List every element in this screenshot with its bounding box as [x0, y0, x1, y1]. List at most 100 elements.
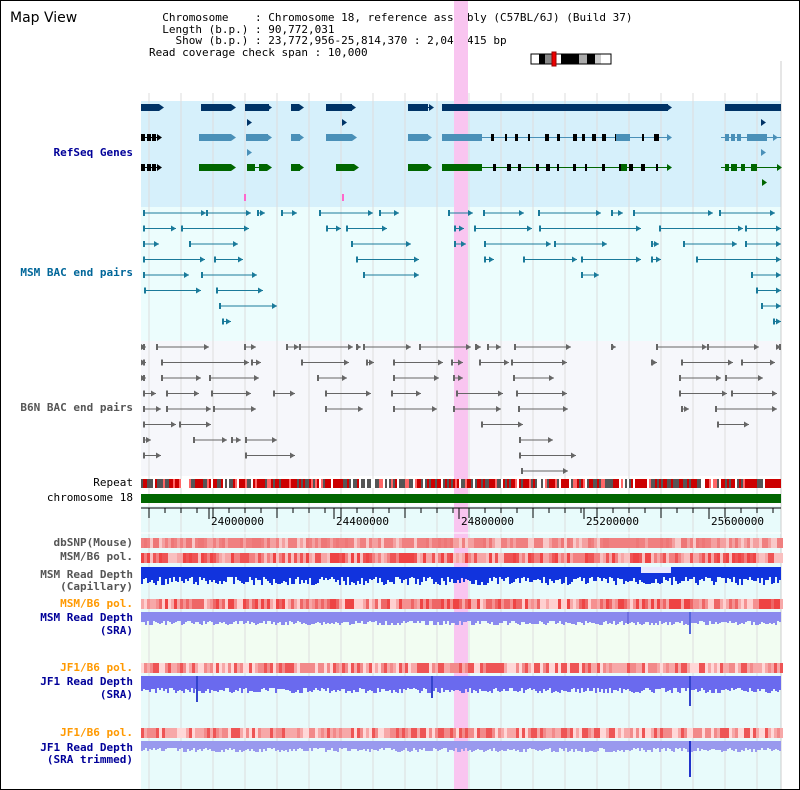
msm-b6-pol-label-1[interactable]: MSM/B6 pol.	[60, 550, 133, 563]
msm-sra-depth-bar	[439, 612, 441, 625]
dbsnp-cell	[462, 538, 465, 548]
jf1-read-depth-trimmed-label-1[interactable]: JF1 Read Depth	[40, 741, 133, 754]
repeat-segment	[505, 479, 507, 488]
jf1-sra-depth-bar	[695, 676, 697, 689]
jf1-trimmed-depth-bar	[489, 741, 491, 749]
msm-capillary-depth-bar	[231, 567, 233, 577]
msm-capillary-depth-bar	[315, 567, 317, 584]
repeat-segment	[233, 479, 235, 488]
msm-read-depth-sra-label-2[interactable]: (SRA)	[99, 624, 133, 637]
jf1-trimmed-depth-bar	[189, 741, 191, 751]
msm-bac-end-pairs-label[interactable]: MSM BAC end pairs	[20, 266, 133, 279]
msm-bac-end	[618, 210, 623, 216]
dbsnp-mouse-label[interactable]: dbSNP(Mouse)	[53, 536, 133, 549]
jf1-sra-depth-bar	[313, 676, 315, 690]
msm-read-depth-capillary-label-1[interactable]: MSM Read Depth	[40, 568, 133, 581]
dbsnp-cell	[393, 538, 396, 548]
msm-bac-end	[776, 287, 781, 294]
dbsnp-cell	[414, 538, 417, 548]
jf1-sra-depth-bar	[491, 676, 493, 693]
jf1-read-depth-sra-label-2[interactable]: (SRA)	[99, 688, 133, 701]
b6n-bac-end-pairs-label[interactable]: B6N BAC end pairs	[20, 401, 133, 414]
dbsnp-cell	[144, 538, 147, 548]
msm-b6-pol-cell	[627, 553, 630, 563]
axis-tick-label: 24000000	[211, 515, 264, 528]
b6n-bac-end	[496, 344, 501, 350]
jf1-b6-pol-label-1[interactable]: JF1/B6 pol.	[60, 661, 133, 674]
b6n-bac-end	[222, 437, 227, 443]
jf1-b6-pol-cell	[687, 728, 690, 738]
msm-b6-pol-cell	[462, 599, 465, 609]
dbsnp-cell	[381, 538, 384, 548]
jf1-b6-pol-label-2[interactable]: JF1/B6 pol.	[60, 726, 133, 739]
msm-b6-pol-cell	[702, 553, 705, 563]
msm-bac-end	[489, 256, 494, 263]
msm-capillary-depth-bar	[297, 567, 299, 577]
dbsnp-cell	[294, 538, 297, 548]
msm-sra-depth-bar	[631, 612, 633, 622]
jf1-b6-pol-cell	[672, 728, 675, 738]
jf1-sra-depth-bar	[611, 676, 613, 693]
jf1-sra-depth-bar	[631, 676, 633, 692]
msm-capillary-depth-bar	[287, 567, 289, 585]
jf1-sra-depth-bar	[397, 676, 399, 693]
repeat-segment	[601, 479, 603, 488]
jf1-b6-pol-cell	[348, 663, 351, 673]
jf1-trimmed-depth-bar	[729, 741, 731, 748]
jf1-b6-pol-cell	[555, 663, 558, 673]
jf1-b6-pol-cell	[318, 728, 321, 738]
msm-capillary-depth-bar	[777, 567, 779, 583]
msm-b6-pol-label-2[interactable]: MSM/B6 pol.	[60, 597, 133, 610]
jf1-trimmed-depth-bar	[317, 741, 319, 749]
repeat-segment	[723, 479, 725, 488]
jf1-b6-pol-cell	[699, 728, 702, 738]
msm-sra-depth-bar	[735, 612, 737, 622]
jf1-read-depth-trimmed-label-2[interactable]: (SRA trimmed)	[46, 753, 133, 766]
repeat-segment	[643, 479, 645, 488]
jf1-trimmed-depth-bar	[273, 741, 275, 748]
msm-sra-depth-bar	[167, 612, 169, 621]
dbsnp-cell	[768, 538, 771, 548]
msm-b6-pol-cell	[396, 599, 399, 609]
jf1-sra-depth-bar	[331, 676, 333, 691]
msm-b6-pol-cell	[726, 599, 729, 609]
msm-b6-pol-cell	[714, 553, 717, 563]
msm-b6-pol-cell	[471, 599, 474, 609]
msm-sra-depth-bar	[253, 612, 255, 623]
jf1-trimmed-depth-bar	[369, 741, 371, 752]
repeat-segment	[405, 479, 407, 488]
msm-sra-depth-bar	[271, 612, 273, 624]
msm-bac-end	[719, 210, 721, 216]
msm-sra-depth-bar	[597, 612, 599, 624]
jf1-read-depth-sra-label-1[interactable]: JF1 Read Depth	[40, 675, 133, 688]
msm-b6-pol-cell	[273, 553, 276, 563]
jf1-sra-depth-bar	[265, 676, 267, 690]
jf1-b6-pol-cell	[651, 663, 654, 673]
b6n-bac-end	[166, 390, 168, 397]
dbsnp-cell	[180, 538, 183, 548]
repeat-segment	[615, 479, 617, 488]
repeat-segment	[559, 479, 561, 488]
msm-sra-depth-bar	[533, 612, 535, 624]
b6n-bac-end	[206, 421, 211, 428]
msm-read-depth-sra-label-1[interactable]: MSM Read Depth	[40, 611, 133, 624]
jf1-sra-depth-bar	[189, 676, 191, 692]
msm-read-depth-capillary-label-2[interactable]: (Capillary)	[60, 580, 133, 593]
msm-sra-depth-bar	[639, 612, 641, 624]
repeat-segment	[595, 479, 597, 488]
msm-capillary-depth-bar	[273, 567, 275, 579]
jf1-sra-depth-bar	[475, 676, 477, 691]
msm-capillary-depth-bar	[593, 567, 595, 581]
b6n-bac-end	[393, 406, 395, 412]
msm-b6-pol-cell	[426, 553, 429, 563]
refseq-genes-label[interactable]: RefSeq Genes	[53, 146, 133, 159]
b6n-bac-end	[325, 406, 327, 412]
b6n-bac-end	[356, 344, 361, 350]
dbsnp-cell	[291, 538, 294, 548]
jf1-b6-pol-cell	[195, 663, 198, 673]
msm-sra-depth-bar	[409, 612, 411, 621]
msm-bac-end	[594, 272, 599, 278]
repeat-segment	[441, 479, 443, 488]
jf1-b6-pol-cell	[162, 728, 165, 738]
